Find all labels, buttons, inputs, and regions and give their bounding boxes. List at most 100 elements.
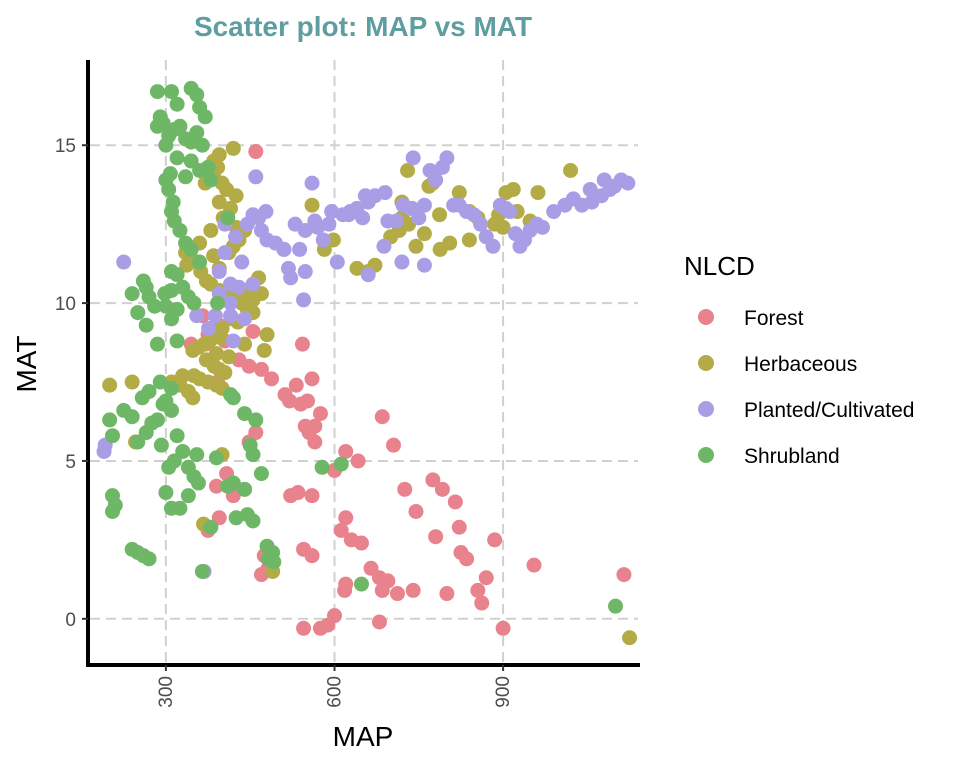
point-shrubland [314, 459, 330, 475]
point-shrubland [169, 96, 185, 112]
legend-label: Shrubland [744, 445, 840, 468]
point-forest [307, 434, 323, 450]
point-shrubland [237, 481, 253, 497]
point-shrubland [189, 447, 205, 463]
point-shrubland [183, 241, 199, 257]
point-planted-cultivated [376, 238, 392, 254]
legend-key [698, 355, 714, 371]
point-shrubland [163, 311, 179, 327]
point-shrubland [220, 210, 236, 226]
point-shrubland [333, 456, 349, 472]
point-shrubland [163, 380, 179, 396]
point-shrubland [203, 172, 219, 188]
point-shrubland [169, 267, 185, 283]
legend-key [698, 309, 714, 325]
point-herbaceous [217, 365, 233, 381]
point-shrubland [163, 500, 179, 516]
point-planted-cultivated [341, 207, 357, 223]
point-shrubland [194, 563, 210, 579]
point-forest [296, 620, 312, 636]
point-planted-cultivated [225, 333, 241, 349]
point-planted-cultivated [315, 232, 331, 248]
point-forest [447, 494, 463, 510]
point-forest [434, 481, 450, 497]
point-forest [248, 144, 264, 160]
point-forest [208, 478, 224, 494]
point-shrubland [172, 222, 188, 238]
point-herbaceous [451, 185, 467, 201]
y-tick-label: 0 [65, 610, 76, 631]
point-shrubland [189, 87, 205, 103]
point-forest [333, 522, 349, 538]
point-shrubland [149, 336, 165, 352]
point-shrubland [253, 466, 269, 482]
point-forest [350, 453, 366, 469]
point-planted-cultivated [404, 200, 420, 216]
point-planted-cultivated [416, 197, 432, 213]
point-shrubland [158, 298, 174, 314]
y-axis-title: MAT [11, 335, 42, 392]
legend: NLCD Forest Herbaceous Planted/Cultivated S… [684, 251, 914, 468]
point-planted-cultivated [116, 254, 132, 270]
point-planted-cultivated [321, 216, 337, 232]
point-forest [478, 570, 494, 586]
point-planted-cultivated [534, 219, 550, 235]
point-planted-cultivated [324, 204, 340, 220]
point-herbaceous [211, 194, 227, 210]
point-planted-cultivated [502, 204, 518, 220]
point-shrubland [155, 396, 171, 412]
point-forest [353, 535, 369, 551]
point-planted-cultivated [276, 241, 292, 257]
point-forest [380, 573, 396, 589]
point-herbaceous [416, 226, 432, 242]
point-shrubland [175, 443, 191, 459]
point-herbaceous [408, 238, 424, 254]
point-planted-cultivated [304, 175, 320, 191]
legend-label: Forest [744, 307, 804, 330]
point-shrubland [130, 305, 146, 321]
point-shrubland [353, 576, 369, 592]
x-tick-label: 900 [493, 676, 514, 708]
point-planted-cultivated [582, 181, 598, 197]
point-shrubland [208, 450, 224, 466]
point-shrubland [186, 295, 202, 311]
point-planted-cultivated [234, 254, 250, 270]
point-forest [453, 545, 469, 561]
point-planted-cultivated [357, 188, 373, 204]
point-forest [337, 582, 353, 598]
point-shrubland [147, 298, 163, 314]
point-herbaceous [304, 197, 320, 213]
point-shrubland [102, 412, 118, 428]
point-shrubland [223, 387, 239, 403]
point-forest [338, 510, 354, 526]
point-shrubland [248, 412, 264, 428]
point-forest [290, 485, 306, 501]
point-forest [526, 557, 542, 573]
point-shrubland [104, 428, 120, 444]
point-shrubland [104, 503, 120, 519]
point-herbaceous [622, 630, 638, 646]
point-herbaceous [185, 342, 201, 358]
point-planted-cultivated [223, 308, 239, 324]
point-herbaceous [179, 257, 195, 273]
data-points [96, 80, 638, 646]
point-planted-cultivated [416, 257, 432, 273]
point-forest [304, 548, 320, 564]
point-forest [241, 358, 257, 374]
point-forest [288, 377, 304, 393]
point-shrubland [155, 115, 171, 131]
point-shrubland [138, 317, 154, 333]
y-tick-label: 10 [55, 294, 76, 315]
y-tick-label: 5 [65, 452, 76, 473]
point-shrubland [178, 169, 194, 185]
point-planted-cultivated [394, 254, 410, 270]
point-forest [304, 371, 320, 387]
point-shrubland [141, 551, 157, 567]
point-herbaceous [530, 185, 546, 201]
point-shrubland [158, 137, 174, 153]
point-planted-cultivated [296, 292, 312, 308]
point-planted-cultivated [258, 204, 274, 220]
point-planted-cultivated [228, 229, 244, 245]
point-herbaceous [256, 342, 272, 358]
point-herbaceous [102, 377, 118, 393]
